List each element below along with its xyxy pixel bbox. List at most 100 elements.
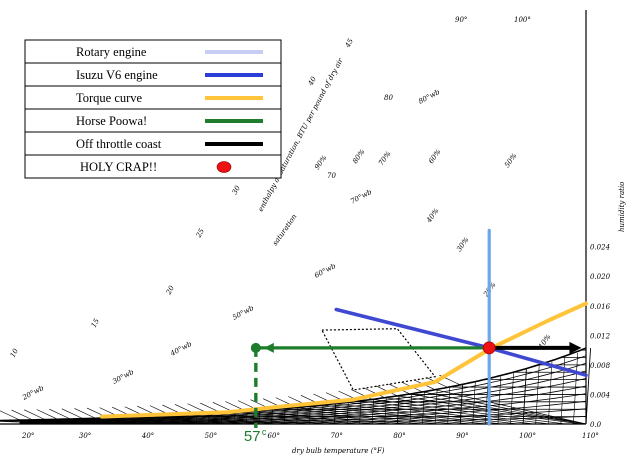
enthalpy-tick	[11, 409, 33, 421]
wetbulb-line	[45, 419, 157, 425]
x-tick-label: 20°	[21, 432, 34, 440]
legend-label: Horse Poowa!	[76, 114, 147, 128]
wetbulb-label: 60°wb	[313, 262, 337, 280]
wetbulb-line	[208, 413, 361, 425]
wetbulb-line	[284, 408, 456, 425]
enthalpy-tick-label: 45	[343, 37, 355, 50]
rh-label: 40%	[425, 207, 441, 225]
x-tick-label: 50°	[205, 432, 217, 440]
y-tick-label: 0.024	[590, 244, 610, 252]
annotation-57: 57	[244, 428, 261, 445]
enthalpy-tick-label: 25	[194, 227, 206, 240]
x-tick-label: 80°	[393, 432, 405, 440]
x-axis-title: dry bulb temperature (°F)	[292, 447, 385, 455]
y-tick-label: 0.008	[590, 362, 611, 370]
wetbulb-line	[384, 397, 582, 425]
legend-label: Torque curve	[76, 91, 143, 105]
legend-swatch-dot	[216, 161, 232, 173]
y-axis-title: humidity ratio	[618, 182, 626, 232]
series-layer: 57 c	[99, 228, 588, 445]
enthalpy-tick	[363, 387, 385, 398]
wetbulb-line	[233, 411, 393, 425]
enthalpy-tick	[0, 410, 21, 421]
wetbulb-line	[221, 412, 377, 425]
wetbulb-line	[82, 418, 204, 425]
enthalpy-tick	[74, 408, 96, 419]
y-tick-label: 0.020	[590, 273, 611, 281]
rh-label: 90%	[313, 154, 329, 172]
enthalpy-tick	[49, 408, 71, 420]
legend: Rotary engine Isuzu V6 engine Torque curve…	[24, 39, 282, 179]
saturation-label: saturation	[271, 212, 299, 247]
wetbulb-label: 20°wb	[20, 384, 45, 403]
wetbulb-line	[271, 409, 440, 425]
wetbulb-line	[70, 418, 188, 425]
coast-arrowhead	[569, 341, 582, 354]
annotation-57-sup: c	[262, 427, 267, 437]
wetbulb-line	[258, 410, 424, 425]
rh-label: 80%	[351, 148, 367, 166]
wetbulb-line	[95, 417, 219, 425]
legend-label: HOLY CRAP!!	[80, 160, 157, 174]
holy-crap-point	[482, 341, 496, 355]
x-tick-label: 40°	[141, 432, 154, 440]
y-tick-label: 0.016	[590, 303, 611, 311]
wetbulb-line	[158, 415, 298, 425]
wetbulb-line	[246, 410, 408, 425]
wetbulb-line	[57, 418, 172, 425]
y-tick-label: 0.004	[590, 391, 610, 399]
legend-label: Off throttle coast	[76, 137, 162, 151]
wetbulb-label: 70°wb	[349, 188, 373, 206]
wetbulb-line	[359, 400, 550, 425]
enthalpy-tick-label: 30	[231, 184, 243, 196]
enthalpy-tick	[36, 409, 58, 420]
rh-label: 30%	[455, 236, 471, 254]
horse-arrowhead	[263, 342, 274, 353]
saturation-curve-path	[0, 347, 587, 422]
wetbulb-line	[145, 416, 282, 425]
wetbulb-line	[422, 391, 587, 425]
x-tick-label: 110°	[582, 432, 599, 440]
enthalpy-tick-label: 20	[164, 284, 176, 297]
saturation-temp-label: 70	[327, 172, 336, 180]
wetbulb-line	[409, 393, 587, 425]
wetbulb-line	[321, 404, 503, 425]
enthalpy-tick-label: 40	[306, 75, 318, 88]
x-tick-label: 70°	[330, 432, 342, 440]
x-tick-label: 30°	[79, 432, 91, 440]
enthalpy-tick	[24, 409, 46, 420]
enthalpy-tick	[61, 408, 84, 419]
enthalpy-tick-label: 10	[9, 347, 21, 359]
legend-label: Isuzu V6 engine	[76, 68, 158, 82]
wetbulb-line	[296, 407, 471, 425]
wetbulb-line	[133, 416, 267, 425]
saturation-temp-label: 80	[384, 94, 393, 102]
horse-start-dot	[250, 342, 261, 353]
x-tick-label: 60°	[268, 432, 280, 440]
wetbulb-line	[334, 403, 519, 425]
rh-label: 50%	[503, 152, 519, 170]
wetbulb-label: 80°wb	[417, 88, 441, 106]
wetbulb-label: 50°wb	[231, 304, 255, 322]
saturation-temp-label: 100°	[514, 16, 531, 24]
wetbulb-line	[309, 405, 487, 425]
wetbulb-line	[7, 420, 109, 425]
wetbulb-line	[120, 417, 251, 425]
wetbulb-line	[434, 389, 587, 425]
wetbulb-line	[19, 419, 125, 425]
wetbulb-line	[397, 395, 587, 425]
wetbulb-label: 30°wb	[111, 368, 135, 386]
rh-curve	[19, 355, 587, 421]
comfort-zone-polygon	[320, 328, 437, 391]
wetbulb-line	[170, 415, 314, 425]
rh-label: 70%	[377, 150, 393, 168]
drybulb-gridline	[585, 348, 592, 425]
x-tick-label: 100°	[519, 432, 536, 440]
x-tick-label: 90°	[456, 432, 468, 440]
wetbulb-line	[108, 417, 235, 425]
y-tick-label: 0.0	[590, 421, 602, 429]
legend-label: Rotary engine	[76, 45, 147, 59]
wetbulb-line	[183, 414, 330, 425]
